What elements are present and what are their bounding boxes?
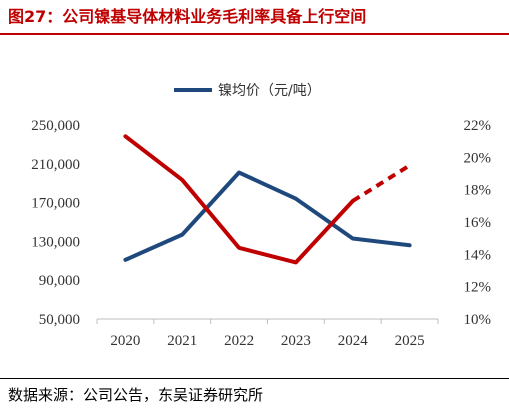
series-margin <box>123 134 411 265</box>
x-tick-label: 2021 <box>167 333 197 349</box>
x-tick-label: 2022 <box>224 333 254 349</box>
y-right-tick-label: 18% <box>464 183 492 199</box>
title-divider <box>0 33 509 35</box>
chart-title: 图27：公司镍基导体材料业务毛利率具备上行空间 <box>8 7 367 26</box>
legend: 镍均价（元/吨） <box>174 83 321 99</box>
y-right-tick-label: 12% <box>464 280 492 296</box>
y-right-tick-label: 10% <box>464 312 492 328</box>
y-right-tick-label: 20% <box>464 150 492 166</box>
y-left-tick-label: 130,000 <box>31 234 80 250</box>
y-right-tick-label: 22% <box>464 118 492 134</box>
line-chart: 2020 2021 2022 2023 2024 2025 50,000 90,000 130,… <box>31 83 491 349</box>
series-price <box>123 170 412 262</box>
y-left-tick-label: 50,000 <box>39 312 80 328</box>
y-right-tick-label: 16% <box>464 215 492 231</box>
x-tick-label: 2024 <box>338 333 369 349</box>
y-left-tick-label: 210,000 <box>31 157 80 173</box>
x-tick-label: 2025 <box>395 333 425 349</box>
y-right-tick-label: 14% <box>464 247 492 263</box>
axes: 2020 2021 2022 2023 2024 2025 50,000 90,000 130,… <box>31 118 491 349</box>
x-tick-label: 2023 <box>281 333 311 349</box>
y-left-tick-label: 170,000 <box>31 196 80 212</box>
y-left-tick-label: 250,000 <box>31 118 80 134</box>
series-line-price <box>123 170 412 262</box>
x-tick-label: 2020 <box>110 333 140 349</box>
series-line-margin-forecast <box>351 163 411 203</box>
source-note: 数据来源：公司公告，东吴证券研究所 <box>8 386 264 404</box>
footer-divider <box>0 378 509 379</box>
legend-label-price: 镍均价（元/吨） <box>218 83 321 99</box>
y-left-tick-label: 90,000 <box>39 273 80 289</box>
